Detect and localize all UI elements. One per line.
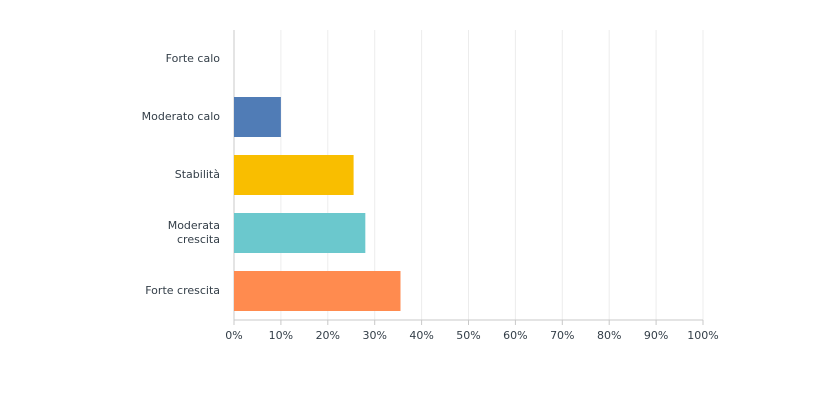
y-tick-label: Forte calo <box>166 52 221 65</box>
y-tick-label: Moderato calo <box>142 110 221 123</box>
y-tick-label: Stabilità <box>175 168 220 181</box>
x-tick-label: 50% <box>456 329 480 342</box>
x-tick-label: 0% <box>225 329 242 342</box>
x-tick-label: 70% <box>550 329 574 342</box>
x-tick-label: 20% <box>316 329 340 342</box>
bar <box>234 271 401 311</box>
x-tick-label: 30% <box>362 329 386 342</box>
y-tick-label: Forte crescita <box>145 284 220 297</box>
x-tick-label: 90% <box>644 329 668 342</box>
x-tick-label: 40% <box>409 329 433 342</box>
x-tick-label: 100% <box>687 329 718 342</box>
x-tick-label: 10% <box>269 329 293 342</box>
bar <box>234 213 366 253</box>
x-tick-label: 60% <box>503 329 527 342</box>
bar <box>234 97 281 137</box>
x-tick-label: 80% <box>597 329 621 342</box>
bar <box>234 155 354 195</box>
y-tick-label: Moderata crescita <box>168 219 220 246</box>
